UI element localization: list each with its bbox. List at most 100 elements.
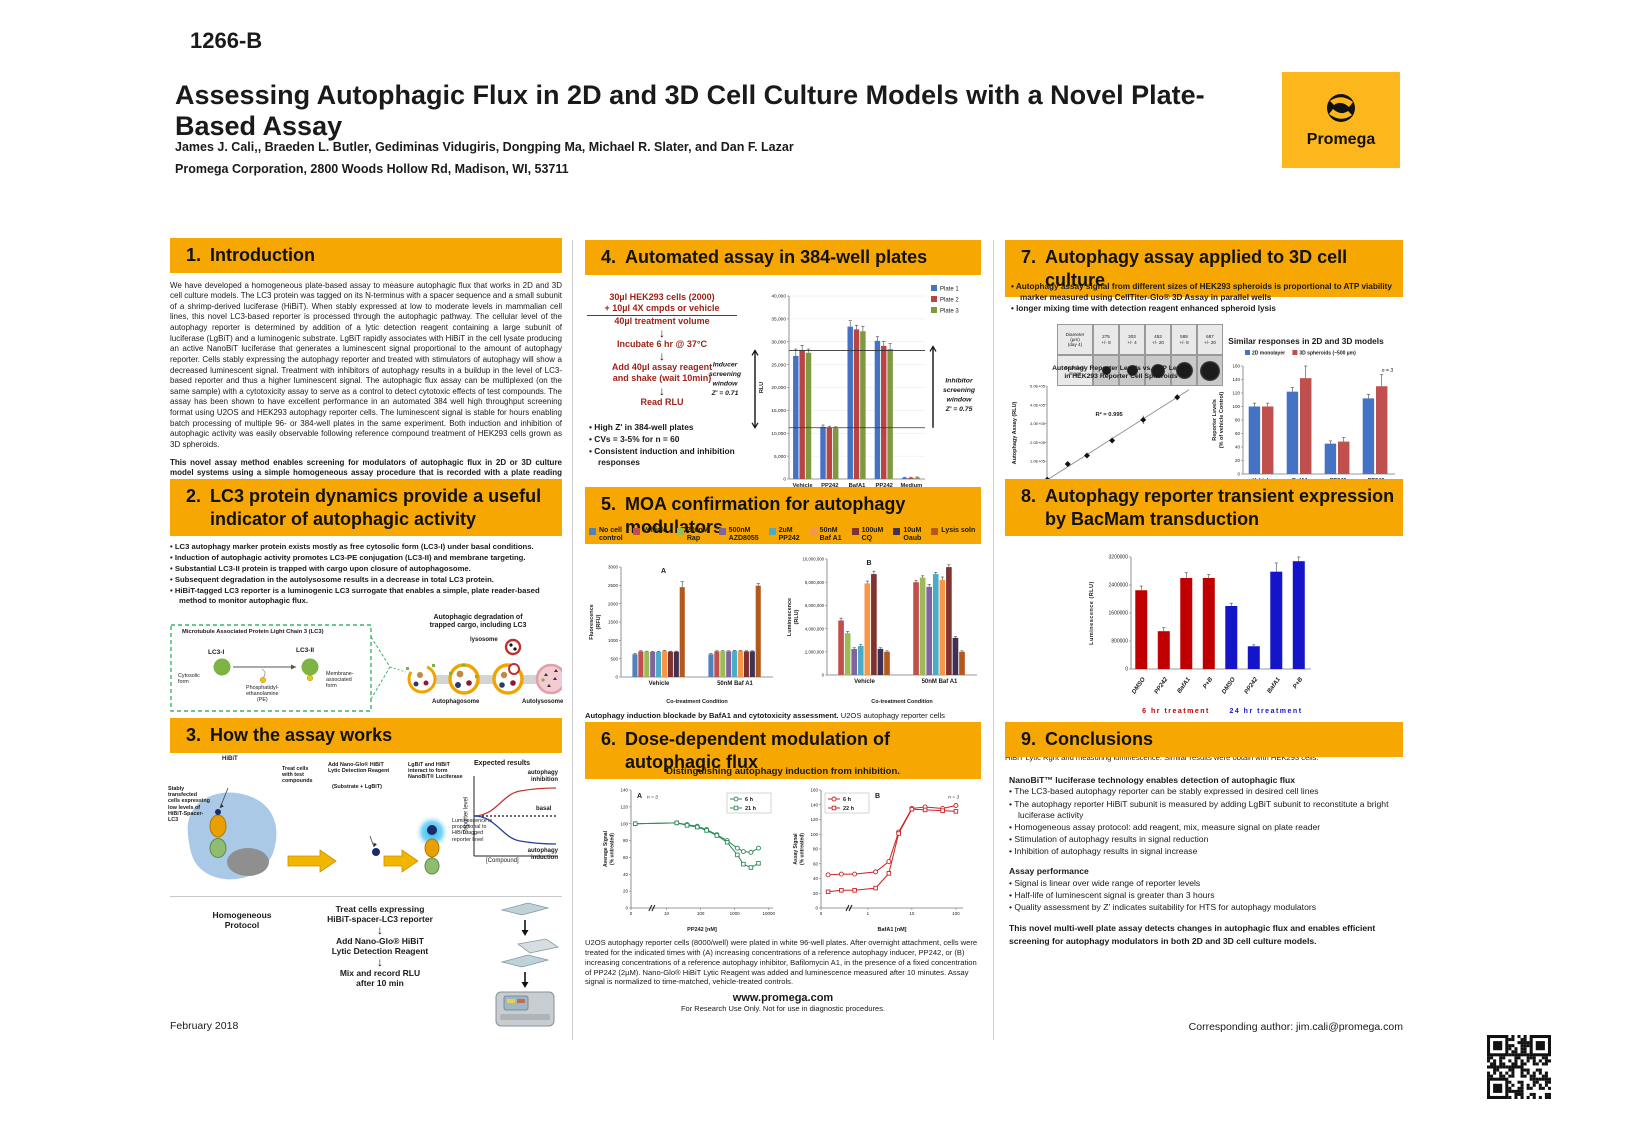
assay-diagram-art <box>187 787 449 880</box>
bullet: The LC3-based autophagy reporter can be … <box>1009 786 1399 797</box>
svg-text:1000: 1000 <box>730 911 741 916</box>
svg-text:Medium: Medium <box>900 483 922 489</box>
svg-text:2400000: 2400000 <box>1109 583 1129 589</box>
svg-text:1500: 1500 <box>608 620 619 625</box>
protocol-steps: Treat cells expressing HiBiT-spacer-LC3 … <box>290 904 470 988</box>
section-number: 7. <box>1021 247 1037 267</box>
svg-text:22 h: 22 h <box>843 806 855 812</box>
svg-text:BafA1: BafA1 <box>1176 676 1192 695</box>
poster-affiliation: Promega Corporation, 2800 Woods Hollow R… <box>175 162 569 176</box>
svg-text:30,000: 30,000 <box>771 339 786 345</box>
svg-text:0: 0 <box>820 911 823 916</box>
svg-text:2000: 2000 <box>608 601 619 606</box>
bullet: Homogeneous assay protocol: add reagent,… <box>1009 822 1399 833</box>
svg-text:4.0E+05: 4.0E+05 <box>1030 402 1046 407</box>
svg-text:10,000,000: 10,000,000 <box>802 557 824 562</box>
caption-lead: Autophagy induction blockade by BafA1 an… <box>585 711 839 720</box>
svg-text:Plate 3: Plate 3 <box>940 309 959 315</box>
svg-text:0: 0 <box>1125 667 1128 673</box>
svg-text:0: 0 <box>615 675 618 680</box>
expected-results-chart: Expected results autophagy inhibition ba… <box>458 760 562 892</box>
svg-text:120: 120 <box>1232 391 1240 396</box>
diameter-value: 303 +/- 4 <box>1119 324 1145 355</box>
svg-text:2500: 2500 <box>608 583 619 588</box>
svg-text:100: 100 <box>697 911 705 916</box>
protocol-line: 30µl HEK293 cells (2000) <box>609 292 715 302</box>
protocol-line: Read RLU <box>640 396 684 407</box>
legend-entry: Vehicle <box>632 527 667 542</box>
diameter-value: 588 +/- 8 <box>1171 324 1197 355</box>
svg-text:Average Signal: Average Signal <box>603 830 609 867</box>
column-divider <box>993 240 994 1040</box>
svg-text:500: 500 <box>610 656 618 661</box>
autolysosome-label: Autolysosome <box>522 699 564 705</box>
svg-text:160: 160 <box>810 788 818 793</box>
bullet: Inhibition of autophagy results in signa… <box>1009 846 1399 857</box>
bullet: High Z' in 384-well plates <box>589 422 749 433</box>
protocol-line: 40µl treatment volume <box>587 314 737 327</box>
spheroid-image <box>1093 355 1119 386</box>
svg-text:BafA1: BafA1 <box>1266 676 1282 695</box>
svg-text:Plate 2: Plate 2 <box>940 298 959 304</box>
svg-text:40: 40 <box>623 872 629 877</box>
spheroid-image <box>1171 355 1197 386</box>
svg-text:n = 3: n = 3 <box>1382 368 1393 374</box>
bullet: Subsequent degradation in the autolysoso… <box>170 575 562 585</box>
svg-text:2,000,000: 2,000,000 <box>805 650 825 655</box>
treat-label: Treat cells with test compounds <box>282 766 313 785</box>
add-reagent-label: Add Nano-Glo® HiBiT Lytic Detection Reag… <box>328 762 390 775</box>
section-title: Automated assay in 384-well plates <box>625 247 928 267</box>
svg-text:0: 0 <box>783 477 786 483</box>
section-2-header: 2. LC3 protein dynamics provide a useful… <box>170 479 562 536</box>
section-title: MOA confirmation for autophagy modulator… <box>625 494 906 537</box>
bullet: CVs = 3-5% for n = 60 <box>589 434 749 445</box>
svg-text:Inducer: Inducer <box>713 361 738 368</box>
protocol-step-3: Mix and record RLU after 10 min <box>339 968 421 988</box>
bullet: HiBiT-tagged LC3 reporter is a luminogen… <box>170 586 562 606</box>
svg-text:80: 80 <box>1235 418 1241 423</box>
svg-text:Z' = 0.71: Z' = 0.71 <box>711 390 739 397</box>
svg-text:24 hr treatment: 24 hr treatment <box>1229 708 1302 715</box>
lc3-box-title: Microtubule Associated Protein Light Cha… <box>182 629 324 635</box>
cytosolic-label: Cytosolic form <box>178 673 200 686</box>
section-dose-response: 6. Dose-dependent modulation of autophag… <box>585 722 981 986</box>
svg-text:PP242: PP242 <box>1153 676 1170 696</box>
svg-text:screening: screening <box>943 387 976 394</box>
membrane-label: Membrane- associated form <box>326 671 354 690</box>
svg-text:DMSO: DMSO <box>1221 676 1237 695</box>
column-divider <box>572 240 573 1040</box>
svg-text:Vehicle: Vehicle <box>793 483 814 489</box>
protocol-line: + 10µl 4X cmpds or vehicle <box>604 303 720 314</box>
section-number: 6. <box>601 729 617 749</box>
lysosome-label: lysosome <box>470 637 498 643</box>
bullet: Stimulation of autophagy results in sign… <box>1009 834 1399 845</box>
assay-diagram: HiBiT Stably transfected cells expressin… <box>168 756 562 892</box>
svg-text:120: 120 <box>810 817 818 822</box>
legend-entry: 500nM AZD8055 <box>718 527 759 542</box>
section-number: 3. <box>186 725 202 745</box>
svg-text:100: 100 <box>620 821 628 826</box>
legend-entry: No cell control <box>589 527 623 542</box>
svg-text:Autophagy Assay (RLU): Autophagy Assay (RLU) <box>1012 401 1018 464</box>
promega-logo: Promega <box>1282 72 1400 168</box>
svg-text:35,000: 35,000 <box>771 317 786 323</box>
svg-text:Z' = 0.75: Z' = 0.75 <box>945 406 973 413</box>
section-number: 1. <box>186 245 202 265</box>
moa-legend: No cell control Vehicle 200nM Rap 500nM AZD… <box>589 527 981 542</box>
section-title: LC3 protein dynamics provide a useful in… <box>210 486 542 529</box>
svg-text:Luminescence: Luminescence <box>787 598 793 636</box>
hibit-label: HiBiT <box>222 756 238 762</box>
legend-entry: 10uM Oaub <box>893 527 921 542</box>
section-how-assay-works: 3. How the assay works <box>168 718 562 1038</box>
svg-text:2.0E+05: 2.0E+05 <box>1030 440 1046 445</box>
svg-text:10: 10 <box>909 911 915 916</box>
svg-text:160: 160 <box>1232 364 1240 369</box>
bullet: Signal is linear over wide range of repo… <box>1009 878 1399 889</box>
svg-text:40: 40 <box>1235 445 1241 450</box>
svg-text:P+B: P+B <box>1292 676 1305 690</box>
bacmam-bar-chart: 0 800000 1600000 2400000 3200000 DMSO PP242 Baf… <box>1089 555 1311 715</box>
intro-paragraph: We have developed a homogeneous plate-ba… <box>170 280 562 449</box>
section-9-header: 9. Conclusions <box>1005 722 1403 757</box>
lc3i-label: LC3-I <box>208 649 225 656</box>
qr-code <box>1487 1035 1551 1099</box>
